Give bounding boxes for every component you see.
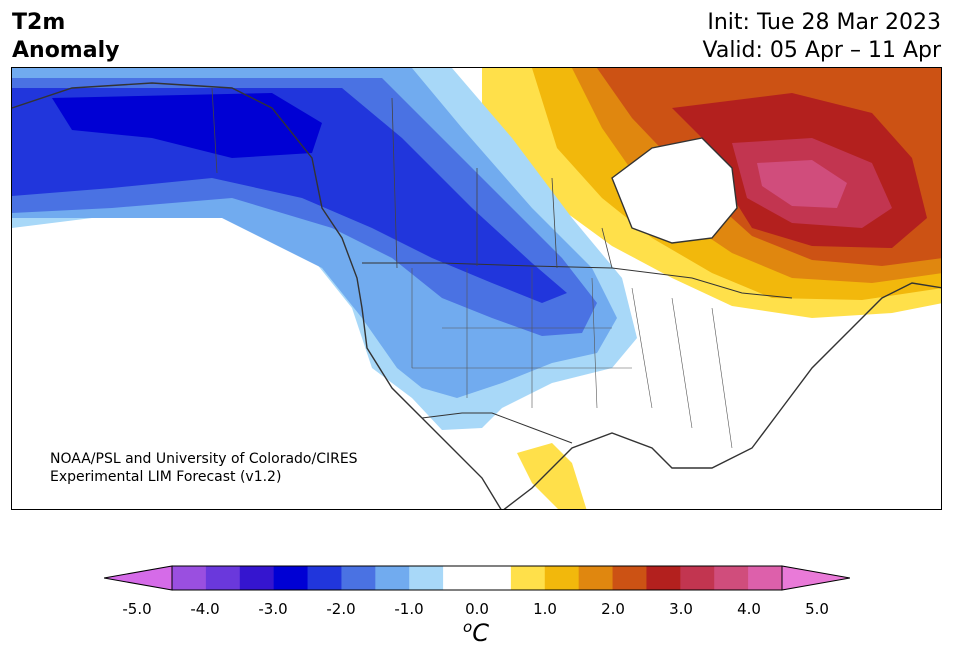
- credit-line-1: NOAA/PSL and University of Colorado/CIRE…: [50, 451, 358, 467]
- colorbar-tick-label: 2.0: [601, 600, 625, 618]
- forecast-dates: Init: Tue 28 Mar 2023 Valid: 05 Apr – 11…: [703, 9, 942, 65]
- map-canvas: [12, 68, 941, 509]
- unit-superscript: o: [463, 618, 473, 636]
- colorbar-outline: [171, 565, 783, 591]
- colorbar-cell: [510, 566, 546, 590]
- coastline-hudson-bay: [611, 137, 738, 244]
- colorbar-tick-label: 3.0: [669, 600, 693, 618]
- colorbar-unit: oC: [463, 618, 489, 647]
- data-credit: NOAA/PSL and University of Colorado/CIRE…: [50, 450, 358, 486]
- anomaly-mexico-warm: [517, 443, 587, 509]
- init-date: Init: Tue 28 Mar 2023: [707, 10, 941, 35]
- map-title: T2m Anomaly: [12, 9, 119, 65]
- unit-letter: C: [472, 619, 489, 647]
- colorbar-tick-label: -2.0: [326, 600, 356, 618]
- state-lines: [411, 268, 733, 449]
- colorbar-tick-label: -3.0: [258, 600, 288, 618]
- colorbar-cell: [680, 566, 715, 590]
- colorbar-cell: [443, 566, 478, 590]
- colorbar-cell: [239, 566, 275, 590]
- colorbar-tick-label: -5.0: [122, 600, 152, 618]
- colorbar-tick-label: -1.0: [394, 600, 424, 618]
- colorbar-cell: [307, 566, 342, 590]
- colorbar-cell: [612, 566, 647, 590]
- colorbar-cell: [477, 566, 512, 590]
- colorbar-cell: [273, 566, 309, 590]
- colorbar-cell: [544, 566, 580, 590]
- colorbar-cell: [341, 566, 376, 590]
- colorbar-cell: [205, 566, 241, 590]
- colorbar-tick-label: 0.0: [465, 600, 489, 618]
- anomaly-band-neg-2-5: [52, 93, 322, 158]
- colorbar-right-extend: [781, 565, 850, 591]
- valid-date: Valid: 05 Apr – 11 Apr: [702, 38, 942, 63]
- anomaly-band-4-0: [757, 160, 847, 208]
- coastline-west: [12, 82, 502, 509]
- colorbar-left-extend: [104, 565, 173, 591]
- title-line-1: T2m: [12, 10, 66, 35]
- coastline-gulf: [503, 282, 941, 509]
- title-line-2: Anomaly: [12, 38, 120, 63]
- colorbar-cell: [578, 566, 614, 590]
- colorbar-cell: [172, 566, 207, 590]
- colorbar-cell: [646, 566, 681, 590]
- anomaly-band-neg-2-0: [12, 88, 567, 303]
- credit-line-2: Experimental LIM Forecast (v1.2): [50, 469, 282, 485]
- colorbar-cell: [409, 566, 444, 590]
- colorbar-tick-label: 5.0: [805, 600, 829, 618]
- us-mexico-border: [421, 412, 573, 444]
- colorbar-cell: [714, 566, 749, 590]
- colorbar: [104, 565, 850, 591]
- colorbar-tick-label: 4.0: [737, 600, 761, 618]
- colorbar-cell: [748, 566, 783, 590]
- colorbar-tick-label: -4.0: [190, 600, 220, 618]
- colorbar-tick-label: 1.0: [533, 600, 557, 618]
- colorbar-cell: [375, 566, 410, 590]
- anomaly-map: NOAA/PSL and University of Colorado/CIRE…: [11, 67, 942, 510]
- province-lines: [211, 87, 613, 269]
